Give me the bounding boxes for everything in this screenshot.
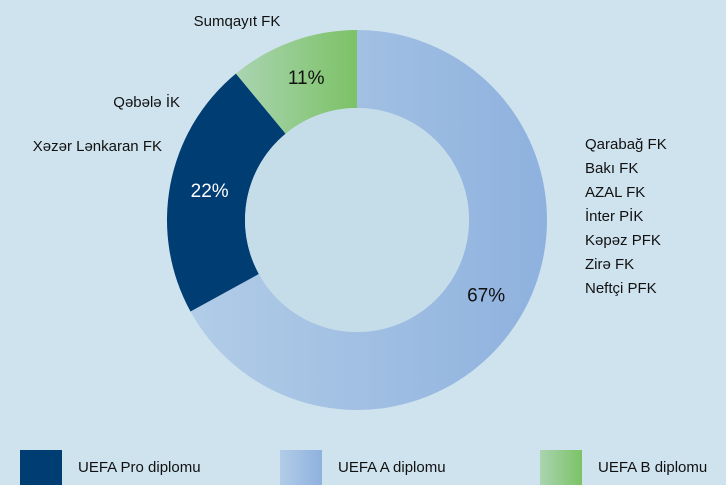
legend-label: UEFA A diplomu xyxy=(338,459,446,476)
donut-segment xyxy=(235,30,357,134)
legend-swatch xyxy=(540,450,582,485)
club-label: Qarabağ FK xyxy=(585,136,667,153)
club-label: Sumqayıt FK xyxy=(194,13,281,30)
legend-label: UEFA B diplomu xyxy=(598,459,707,476)
club-label: Zirə FK xyxy=(585,256,634,273)
donut-segment xyxy=(190,30,548,410)
value-label: 67% xyxy=(467,285,505,306)
legend-swatch xyxy=(20,450,62,485)
donut-segment xyxy=(166,73,286,312)
value-label: 22% xyxy=(191,181,229,202)
donut-hole xyxy=(245,108,469,332)
legend-label: UEFA Pro diplomu xyxy=(78,459,201,476)
club-label: Kəpəz PFK xyxy=(585,232,661,249)
club-label: Neftçi PFK xyxy=(585,280,657,297)
club-label: İnter PİK xyxy=(585,207,643,225)
club-label: AZAL FK xyxy=(585,184,645,201)
legend-swatch xyxy=(280,450,322,485)
club-label: Bakı FK xyxy=(585,160,638,177)
club-label: Xəzər Lənkaran FK xyxy=(33,138,162,155)
club-label: Qəbələ İK xyxy=(113,93,180,111)
value-label: 11% xyxy=(288,68,325,89)
